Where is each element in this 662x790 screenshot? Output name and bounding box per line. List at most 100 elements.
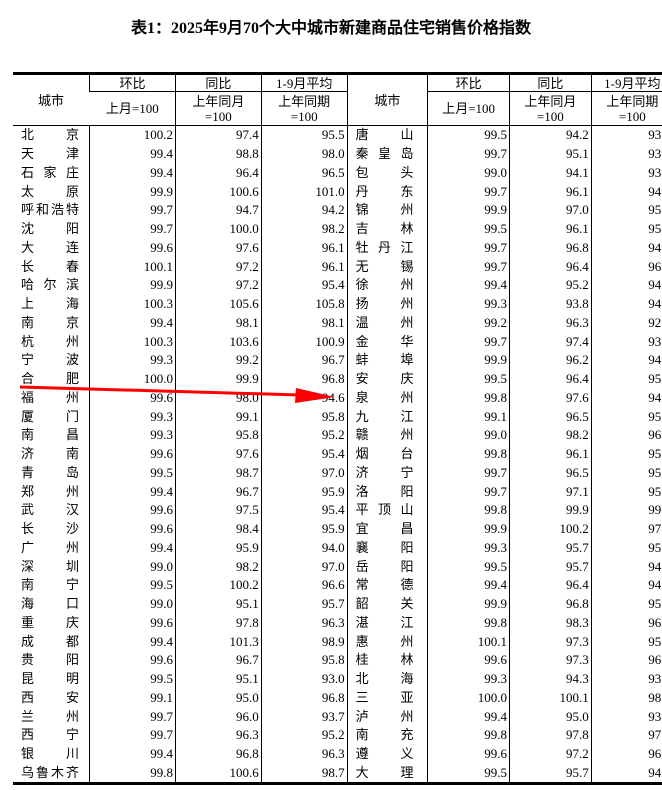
header-mom: 环比 xyxy=(89,72,176,92)
yoy-value: 97.2 xyxy=(508,744,592,764)
city-name: 青岛 xyxy=(21,464,79,480)
mom-value: 99.6 xyxy=(89,444,176,464)
mom-value: 99.6 xyxy=(427,651,510,670)
city-name: 岳阳 xyxy=(346,557,428,576)
header-yoy-base: 上年同月 =100 xyxy=(174,91,262,126)
city-name: 深圳 xyxy=(21,558,79,574)
avg-value: 93.6 xyxy=(590,707,662,726)
avg-value: 95.0 xyxy=(590,538,662,558)
mom-value: 99.5 xyxy=(427,763,510,786)
avg-value: 95.4 xyxy=(590,482,662,501)
city-name: 赣州 xyxy=(346,426,428,445)
city-name: 大连 xyxy=(21,239,79,255)
yoy-value: 100.2 xyxy=(174,576,262,595)
mom-value: 99.8 xyxy=(427,388,510,408)
city-name: 海口 xyxy=(21,596,79,612)
avg-value: 98.0 xyxy=(260,144,348,164)
avg-value: 94.3 xyxy=(590,388,662,408)
price-index-table: 城市 环比 同比 1-9月平均 城市 环比 同比 1-9月平均 上月=100 上… xyxy=(13,72,662,786)
yoy-value: 96.1 xyxy=(508,444,592,464)
city-name: 锦州 xyxy=(346,201,428,220)
yoy-value: 96.0 xyxy=(174,707,262,726)
mom-value: 99.4 xyxy=(89,482,176,501)
city-name: 石家庄 xyxy=(21,164,79,180)
avg-value: 96.5 xyxy=(260,163,348,183)
yoy-value: 95.0 xyxy=(174,688,262,708)
header-avg-base-2: 上年同期 =100 xyxy=(590,91,662,126)
city-name: 无锡 xyxy=(346,257,428,276)
yoy-value: 100.6 xyxy=(174,182,262,201)
mom-value: 100.2 xyxy=(89,125,176,145)
avg-value: 96.0 xyxy=(590,257,662,276)
avg-value: 95.0 xyxy=(590,369,662,389)
mom-value: 99.0 xyxy=(427,163,510,183)
city-name: 济南 xyxy=(21,446,79,462)
header-avg-2: 1-9月平均 xyxy=(590,72,662,92)
header-avg-base: 上年同期 =100 xyxy=(260,91,348,126)
mom-value: 99.1 xyxy=(89,688,176,708)
avg-value: 95.0 xyxy=(590,219,662,239)
yoy-value: 100.1 xyxy=(508,688,592,708)
avg-value: 98.2 xyxy=(260,219,348,239)
city-name: 成都 xyxy=(21,633,79,649)
mom-value: 100.3 xyxy=(89,332,176,351)
avg-value: 95.7 xyxy=(260,594,348,614)
yoy-value: 95.8 xyxy=(174,426,262,445)
avg-value: 94.2 xyxy=(260,201,348,220)
city-name: 三亚 xyxy=(346,688,428,708)
city-name: 桂林 xyxy=(346,651,428,670)
yoy-value: 99.2 xyxy=(174,351,262,370)
avg-value: 96.3 xyxy=(260,744,348,764)
avg-value: 93.0 xyxy=(260,669,348,689)
mom-value: 99.3 xyxy=(89,426,176,445)
yoy-value: 95.1 xyxy=(174,669,262,689)
yoy-value: 95.7 xyxy=(508,557,592,576)
yoy-value: 93.8 xyxy=(508,294,592,314)
mom-value: 99.8 xyxy=(427,444,510,464)
city-name: 北京 xyxy=(21,127,79,143)
city-name: 哈尔滨 xyxy=(21,277,79,293)
city-name: 秦皇岛 xyxy=(346,144,428,164)
mom-value: 99.3 xyxy=(427,669,510,689)
header-yoy-2: 同比 xyxy=(508,72,592,92)
avg-value: 97.3 xyxy=(590,726,662,745)
mom-value: 99.6 xyxy=(89,651,176,670)
header-city: 城市 xyxy=(13,72,90,126)
header-avg: 1-9月平均 xyxy=(260,72,348,92)
yoy-value: 96.7 xyxy=(174,651,262,670)
avg-value: 93.0 xyxy=(590,125,662,145)
city-name: 宜昌 xyxy=(346,519,428,539)
avg-value: 96.8 xyxy=(260,688,348,708)
yoy-value: 96.3 xyxy=(508,313,592,333)
avg-value: 95.2 xyxy=(260,726,348,745)
mom-value: 100.0 xyxy=(89,369,176,389)
city-name: 天津 xyxy=(21,146,79,162)
mom-value: 99.3 xyxy=(427,294,510,314)
avg-value: 94.3 xyxy=(590,557,662,576)
avg-value: 98.1 xyxy=(260,313,348,333)
yoy-value: 94.2 xyxy=(508,125,592,145)
city-name: 呼和浩特 xyxy=(21,202,79,218)
yoy-value: 96.8 xyxy=(174,744,262,764)
city-name: 南昌 xyxy=(21,427,79,443)
yoy-value: 99.9 xyxy=(508,501,592,520)
city-name: 金华 xyxy=(346,332,428,351)
avg-value: 101.0 xyxy=(260,182,348,201)
yoy-value: 95.2 xyxy=(508,276,592,295)
mom-value: 99.8 xyxy=(427,501,510,520)
yoy-value: 96.8 xyxy=(508,238,592,258)
city-name: 九江 xyxy=(346,407,428,426)
mom-value: 99.6 xyxy=(89,238,176,258)
avg-value: 97.0 xyxy=(260,557,348,576)
